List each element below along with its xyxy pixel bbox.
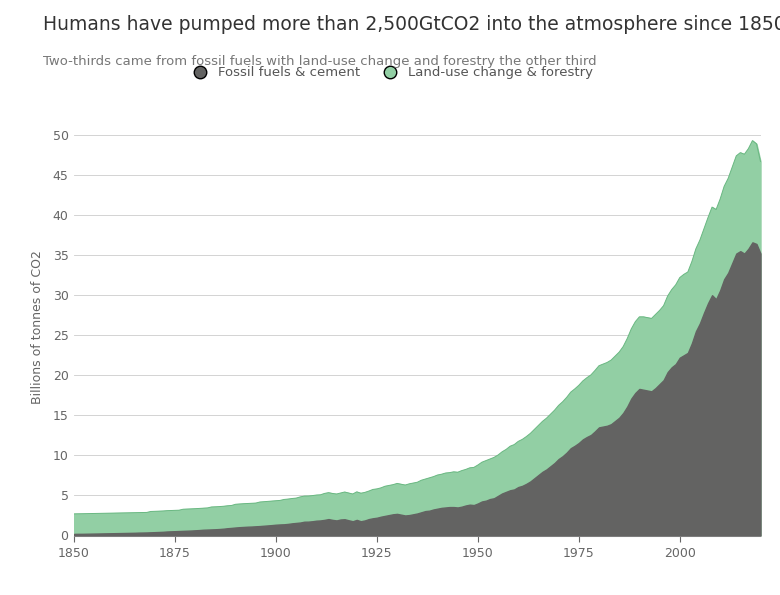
Legend: Fossil fuels & cement, Land-use change & forestry: Fossil fuels & cement, Land-use change &… bbox=[182, 61, 598, 84]
Y-axis label: Billions of tonnes of CO2: Billions of tonnes of CO2 bbox=[31, 250, 44, 404]
Text: Two-thirds came from fossil fuels with land-use change and forestry the other th: Two-thirds came from fossil fuels with l… bbox=[43, 55, 597, 68]
Text: Humans have pumped more than 2,500GtCO2 into the atmosphere since 1850: Humans have pumped more than 2,500GtCO2 … bbox=[43, 15, 780, 34]
